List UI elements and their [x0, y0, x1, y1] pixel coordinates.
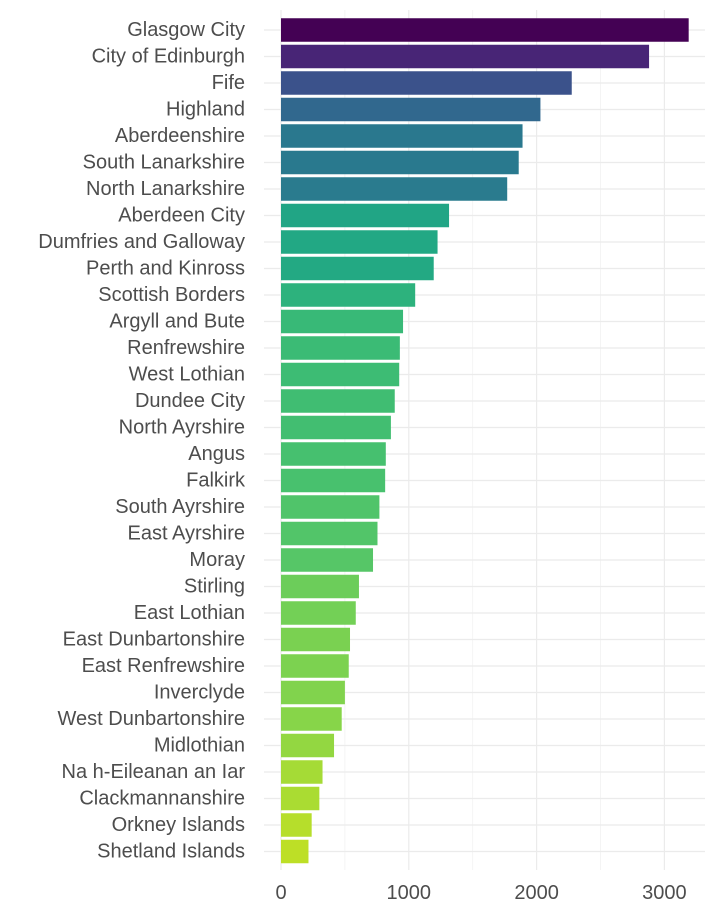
bar: [281, 521, 378, 546]
bar: [281, 362, 400, 387]
category-label: Clackmannanshire: [79, 788, 245, 810]
bar: [281, 707, 342, 731]
category-label: Orkney Islands: [112, 814, 245, 836]
bar: [281, 97, 541, 122]
category-label: Dumfries and Galloway: [38, 231, 245, 253]
bar: [281, 18, 689, 42]
category-label: East Lothian: [134, 602, 245, 624]
bar: [281, 177, 508, 201]
category-label: Perth and Kinross: [86, 258, 245, 280]
x-tick-label: 1000: [387, 882, 432, 904]
category-label: East Renfrewshire: [82, 655, 245, 677]
plot-panel: Glasgow City City of Edinburgh Fife Highlan…: [38, 10, 705, 904]
bar: [281, 574, 359, 599]
bar: [281, 654, 349, 678]
bar: [281, 680, 345, 705]
x-tick-label: 0: [275, 882, 286, 904]
bar: [281, 760, 323, 784]
bar: [281, 203, 450, 228]
category-label: Falkirk: [186, 470, 246, 492]
category-label: South Ayrshire: [115, 496, 245, 518]
category-label: Dundee City: [135, 390, 245, 412]
category-label: North Lanarkshire: [86, 178, 245, 200]
category-label: East Ayrshire: [128, 523, 245, 545]
category-label: Stirling: [184, 576, 245, 598]
bar: [281, 71, 572, 95]
bar: [281, 256, 434, 281]
category-label: Midlothian: [154, 735, 245, 757]
category-label: Scottish Borders: [98, 284, 245, 306]
bar: [281, 442, 386, 466]
category-label: East Dunbartonshire: [63, 629, 245, 651]
bar: [281, 415, 391, 440]
bar: [281, 124, 523, 148]
bar: [281, 548, 374, 572]
category-label: North Ayrshire: [119, 417, 245, 439]
bar: [281, 150, 519, 175]
category-label: Angus: [188, 443, 245, 465]
x-tick-label: 3000: [642, 882, 687, 904]
bar: [281, 627, 351, 652]
category-label: West Dunbartonshire: [58, 708, 246, 730]
category-label: Glasgow City: [127, 19, 245, 41]
category-label: Aberdeenshire: [115, 125, 245, 147]
category-label: City of Edinburgh: [92, 46, 245, 68]
category-label: Inverclyde: [154, 682, 245, 704]
bar: [281, 495, 380, 519]
bar: [281, 336, 400, 360]
bar: [281, 468, 386, 493]
category-label: Aberdeen City: [118, 205, 245, 227]
bar: [281, 786, 320, 811]
category-label: South Lanarkshire: [83, 152, 245, 174]
bar: [281, 309, 404, 334]
category-label: Fife: [212, 72, 245, 94]
category-label: Na h-Eileanan an Iar: [62, 761, 246, 783]
bar: [281, 44, 650, 69]
category-label: Renfrewshire: [127, 337, 245, 359]
category-label: Argyll and Bute: [109, 311, 245, 333]
category-label: Shetland Islands: [97, 841, 245, 863]
bar: [281, 389, 395, 413]
bar: [281, 601, 356, 625]
x-tick-label: 2000: [514, 882, 559, 904]
category-label: Moray: [189, 549, 245, 571]
bar: [281, 283, 416, 307]
category-label: West Lothian: [129, 364, 245, 386]
bar: [281, 813, 312, 837]
bar: [281, 839, 309, 864]
category-label: Highland: [166, 99, 245, 121]
bar: [281, 733, 335, 758]
bar: [281, 230, 438, 254]
